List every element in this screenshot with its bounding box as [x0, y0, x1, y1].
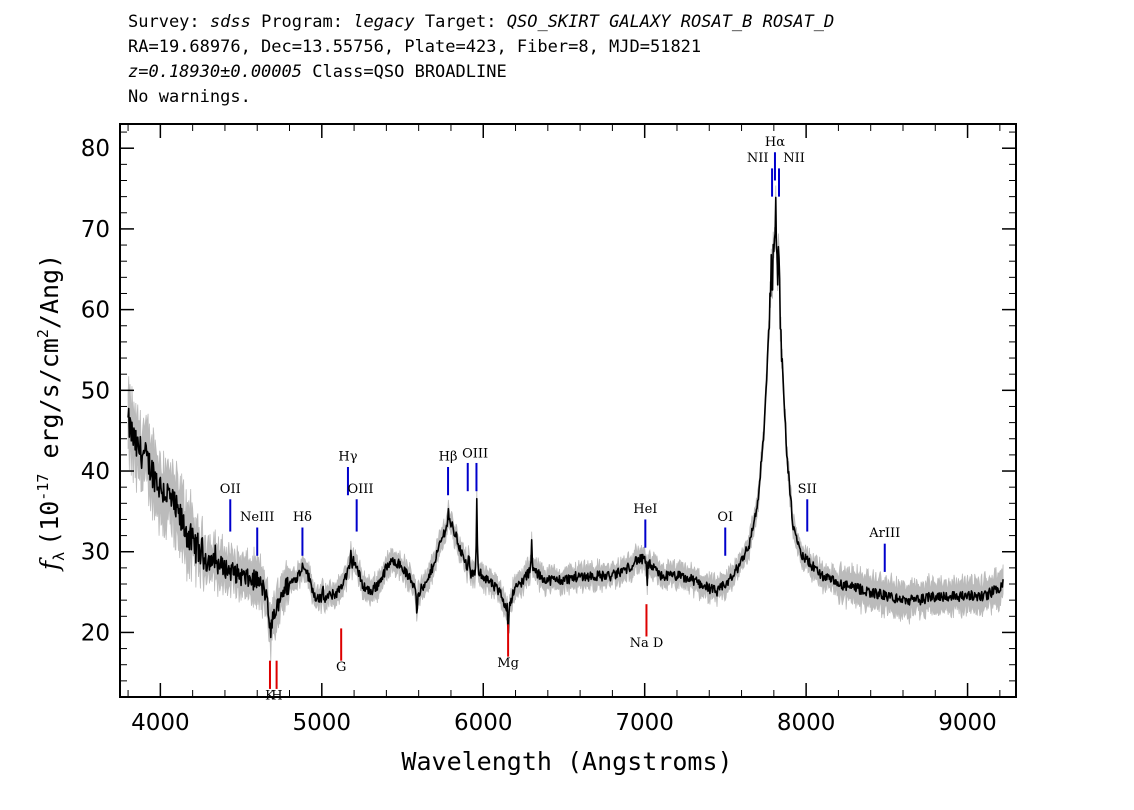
emission-line-label: Hα — [765, 135, 785, 150]
absorption-line-label: Mg — [497, 656, 519, 671]
error-band — [127, 185, 1004, 662]
survey-label: Survey: — [128, 12, 210, 32]
emission-line-label: OII — [220, 482, 241, 497]
emission-line-label: OIII — [348, 482, 374, 497]
emission-line-label: Hδ — [293, 510, 312, 525]
emission-line-label: HeI — [633, 502, 657, 517]
class-text: Class=QSO BROADLINE — [302, 62, 507, 82]
y-tick-label: 20 — [81, 620, 110, 646]
y-tick-label: 60 — [81, 298, 110, 324]
y-axis-exponent: -17 — [34, 474, 52, 501]
emission-line-label: ArIII — [868, 526, 900, 541]
y-axis-squared: 2 — [34, 329, 52, 338]
spectrum-group — [127, 196, 1004, 639]
target-value: QSO_SKIRT GALAXY ROSAT_B ROSAT_D — [506, 12, 835, 32]
program-label: Program: — [250, 12, 354, 32]
header-line-2: RA=19.68976, Dec=13.55756, Plate=423, Fi… — [128, 35, 701, 59]
emission-line-label: OIII — [462, 446, 488, 461]
y-tick-label: 70 — [81, 217, 110, 243]
y-axis-units-c: /Ang) — [35, 254, 64, 329]
x-axis-title: Wavelength (Angstroms) — [401, 747, 732, 776]
y-tick-label: 50 — [81, 378, 110, 404]
warnings-text: No warnings. — [128, 87, 251, 107]
absorption-line-label: K — [265, 688, 275, 703]
emission-line-label: NeIII — [240, 510, 274, 525]
y-axis-subscript: λ — [50, 552, 68, 561]
target-label: Target: — [414, 12, 507, 32]
emission-line-label: Hβ — [439, 450, 458, 465]
header-line-3: z=0.18930±0.00005 Class=QSO BROADLINE — [128, 60, 507, 84]
x-tick-label: 8000 — [777, 710, 836, 736]
emission-line-label: NII — [783, 151, 805, 166]
header-line-4: No warnings. — [128, 85, 251, 109]
x-tick-label: 4000 — [131, 710, 190, 736]
y-tick-label: 40 — [81, 459, 110, 485]
y-axis-units-b: erg/s/cm — [35, 338, 64, 473]
y-tick-label: 30 — [81, 540, 110, 566]
y-axis-title: fλ (10-17 erg/s/cm2/Ang) — [34, 254, 68, 572]
absorption-line-label: H — [271, 688, 282, 703]
redshift-value: z=0.18930±0.00005 — [128, 62, 302, 82]
emission-line-label: NII — [747, 151, 769, 166]
absorption-line-label: G — [336, 660, 346, 675]
y-tick-label: 80 — [81, 136, 110, 162]
plot-frame — [119, 123, 1017, 698]
spectrum-line — [127, 196, 1004, 639]
y-axis-title-text: fλ (10-17 erg/s/cm2/Ang) — [34, 254, 68, 572]
x-tick-label: 9000 — [938, 710, 997, 736]
emission-line-label: SII — [798, 482, 817, 497]
x-tick-label: 7000 — [615, 710, 674, 736]
x-tick-label: 5000 — [293, 710, 352, 736]
survey-value: sdss — [209, 12, 251, 32]
ticks-group: 4000 5000 6000 7000 8000 9000 20 30 40 50 60 70 80 — [81, 124, 1016, 736]
x-tick-label: 6000 — [454, 710, 513, 736]
error-band-group — [127, 185, 1004, 662]
emission-line-label: OI — [717, 510, 733, 525]
coordinates-text: RA=19.68976, Dec=13.55756, Plate=423, Fi… — [128, 37, 702, 57]
program-value: legacy — [353, 12, 415, 32]
emission-line-label: Hγ — [338, 450, 357, 465]
y-axis-symbol: f — [35, 557, 64, 572]
header-line-1: Survey: sdss Program: legacy Target: QSO… — [128, 10, 834, 34]
absorption-line-label: Na D — [630, 636, 664, 651]
y-axis-units-a: (10 — [35, 501, 64, 546]
